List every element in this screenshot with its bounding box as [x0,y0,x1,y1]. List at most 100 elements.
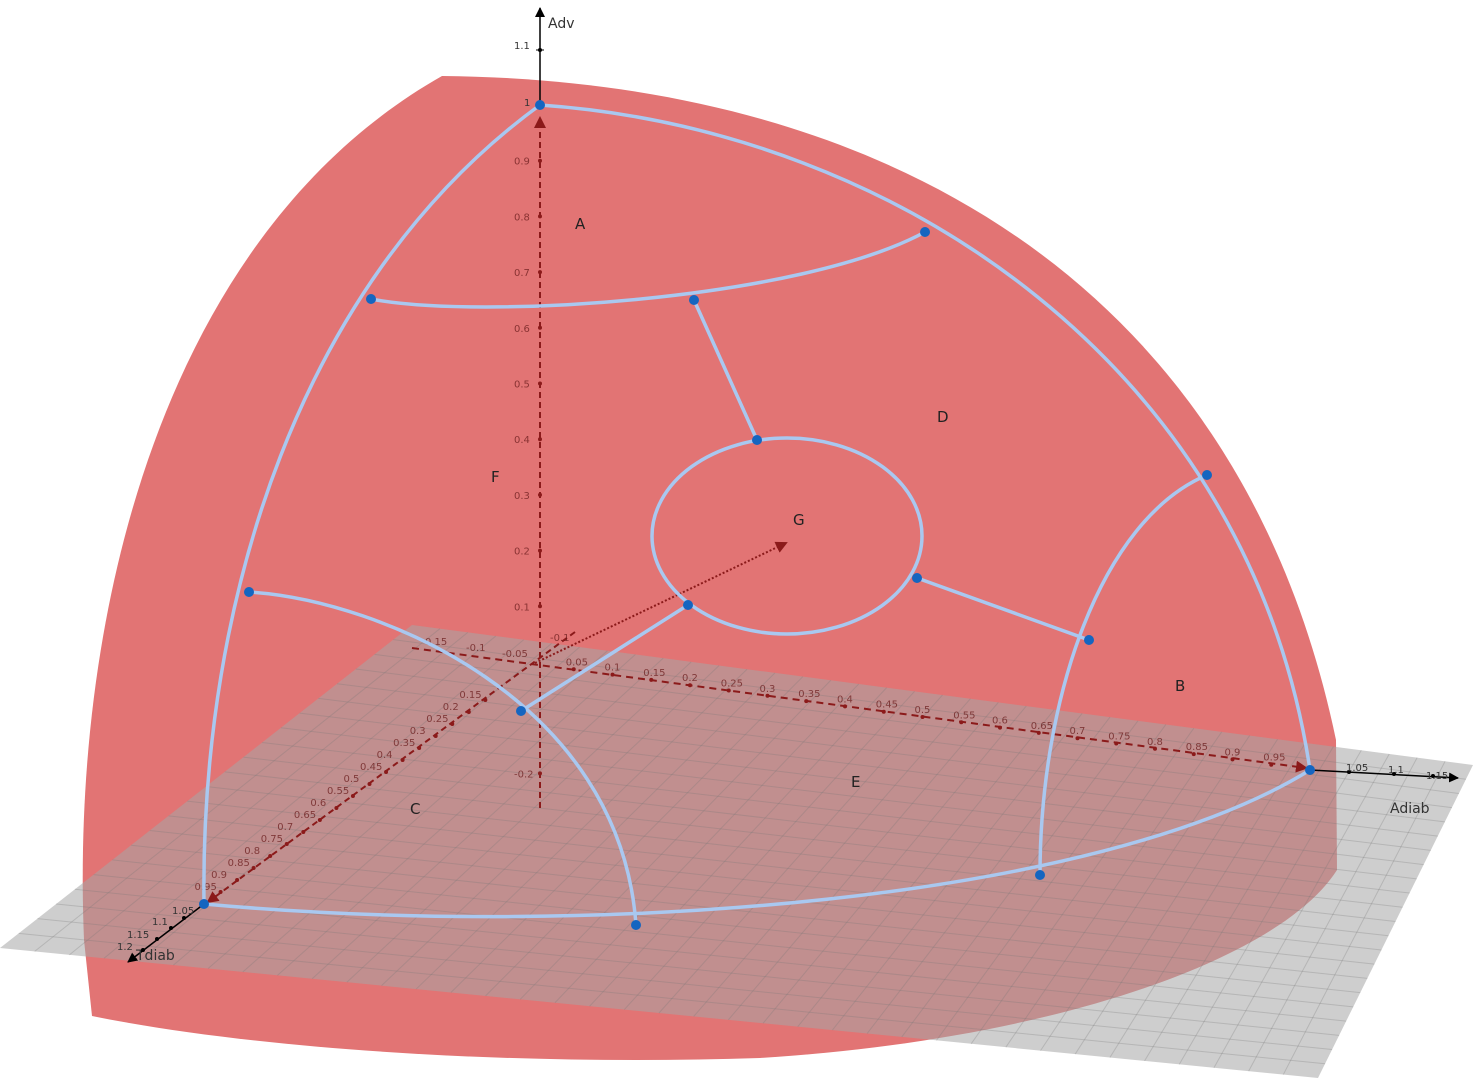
grid-line [224,771,1403,908]
tick-label: 0.7 [1070,726,1086,737]
vertex [1084,635,1094,645]
left-axis-line [127,903,205,963]
grid-line [727,702,999,1021]
tick-mark [367,782,372,786]
tick-label: 0.7 [277,822,293,833]
tick-mark [538,158,542,163]
tick-mark [317,818,322,822]
tick-mark [726,688,731,693]
tick-mark [1036,730,1041,735]
vertex [199,899,209,909]
tick-label: 0.75 [261,834,283,845]
tick-mark [571,667,576,672]
tick-label: 0.3 [760,684,776,695]
region-label-e: E [851,773,860,791]
tick-label: 0.5 [915,705,931,716]
grid-line [1040,735,1251,1051]
left-ticks: 0.150.20.250.30.350.40.450.50.550.60.650… [195,690,488,894]
left-axis-inner [206,631,576,904]
right-outer-ticks: 1.05 1.1 1.15 [1346,763,1448,782]
tick-mark [959,720,964,725]
ground-grid [18,628,1467,1075]
grid-line [69,631,469,956]
tick-label: 0.35 [393,738,415,749]
tick-label: 0.6 [310,798,326,809]
tick-mark [538,604,542,609]
tick-label: 0.3 [514,491,530,502]
tick-label: 0.2 [514,547,530,558]
region-label-c: C [410,800,420,818]
back-ticks: 0.15 -0.1 -0.05 -0.1 [425,633,570,660]
edge-upper-to-ring [692,298,759,442]
tick-mark [1153,746,1157,751]
left-outer-ticks: 1.05 1.1 1.15 1.2 [117,906,194,953]
tick-mark [218,890,223,894]
tick-label: 0.4 [377,750,393,761]
grid-line [103,635,497,959]
tick-label: 0.55 [953,710,975,721]
vertical-outer-ticks: 1.1 1 [514,41,544,109]
region-label-f: F [491,468,500,486]
vertex [920,227,930,237]
grid-line [970,727,1195,1045]
tick-mark [1269,762,1274,767]
tick-label: 0.15 [643,668,665,679]
vertical-ticks: 0.9 0.8 0.7 0.6 0.5 0.4 0.3 0.2 0.1 -0.2 [514,157,542,780]
tick-mark [843,704,847,709]
tick-mark [649,677,654,682]
tick-mark [268,854,273,858]
right-axis-label: Adiab [1390,801,1430,817]
grid-line [56,903,1340,1036]
grid-line [415,668,748,990]
grid-line [311,657,664,980]
grid-line [131,844,1368,979]
tick-label: 0.65 [294,810,316,821]
grid-line [1144,746,1334,1062]
grid-line [832,713,1083,1031]
edge-ring-to-right [915,576,1091,642]
tick-label: -0.05 [502,649,528,660]
tick-mark [538,492,542,497]
arc-top-to-left [202,103,542,906]
arc-upper-band [369,230,927,309]
grid-line [243,756,1410,894]
tick-label: 1.05 [172,906,194,917]
tick-mark [610,672,615,677]
tick-mark [417,746,422,750]
tick-label: 1.05 [1346,763,1368,774]
grid-line [299,712,1431,851]
right-ticks: 0.05 0.1 0.15 0.2 0.25 0.3 0.35 0.4 0.45 0.5 0.55 0… [566,657,1286,767]
tick-label: 0.6 [514,324,530,335]
grid-line [277,654,636,976]
tick-label: 0.8 [514,212,530,223]
tick-mark [450,722,455,726]
tick-label: 0.5 [514,380,530,391]
tick-mark [284,842,289,846]
tick-label: 0.3 [410,726,426,737]
right-axis-inner [411,647,1308,773]
tick-mark [433,734,438,738]
tick-mark [538,325,542,330]
region-label-b: B [1175,677,1185,695]
tick-label: 1.15 [127,930,149,941]
grid-line [262,741,1417,880]
tick-label: 0.75 [1108,732,1130,743]
grid-line [1248,757,1418,1072]
grid-line [93,874,1354,1008]
tick-mark [538,548,542,553]
vertex [631,920,641,930]
tick-mark [483,698,488,702]
tick-mark [301,830,306,834]
tick-mark [251,866,256,870]
region-label-d: D [937,408,949,426]
tick-label: 0.55 [327,786,349,797]
vertex [1202,470,1212,480]
tick-label: 0.15 [459,690,481,701]
vertex [1035,870,1045,880]
tick-label: 0.95 [1263,753,1285,764]
grid-line [34,628,441,952]
tick-mark [350,794,355,798]
grid-line [374,653,1459,794]
grid-line [173,643,552,966]
tick-label: 0.1 [514,602,530,613]
